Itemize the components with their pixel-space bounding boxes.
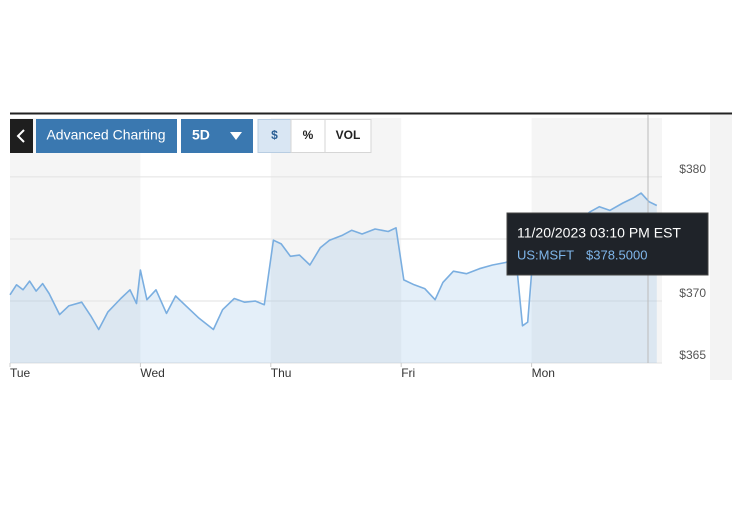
x-tick-label: Tue bbox=[10, 366, 31, 380]
y-tick-label: $370 bbox=[679, 286, 706, 300]
y-tick-label: $380 bbox=[679, 162, 706, 176]
range-dropdown[interactable] bbox=[181, 119, 253, 153]
day-band bbox=[270, 118, 402, 363]
dropdown-arrow bbox=[230, 132, 242, 140]
x-tick-label: Mon bbox=[532, 366, 555, 380]
advanced-label: Advanced Charting bbox=[46, 127, 165, 143]
x-tick-label: Wed bbox=[140, 366, 164, 380]
mode-label: % bbox=[303, 128, 314, 142]
mode-percent[interactable] bbox=[290, 119, 326, 153]
y-tick-label: $365 bbox=[679, 348, 706, 362]
area bbox=[10, 193, 657, 363]
back-button[interactable] bbox=[10, 119, 33, 153]
mode-label: VOL bbox=[336, 128, 361, 142]
tooltip bbox=[506, 212, 709, 276]
x-tick-label: Fri bbox=[401, 366, 415, 380]
tooltip-datetime: 11/20/2023 03:10 PM EST bbox=[517, 225, 681, 241]
tooltip-symbol: US:MSFT bbox=[517, 247, 574, 262]
x-tick-label: Thu bbox=[271, 366, 292, 380]
side-panel bbox=[710, 115, 732, 380]
mode-vol[interactable] bbox=[324, 119, 372, 153]
tooltip-price: $378.5000 bbox=[586, 247, 647, 262]
back-icon bbox=[16, 129, 25, 143]
range-label: 5D bbox=[192, 127, 210, 143]
advanced-button[interactable] bbox=[36, 119, 177, 153]
day-band bbox=[10, 118, 141, 363]
mode-label: $ bbox=[271, 128, 278, 142]
